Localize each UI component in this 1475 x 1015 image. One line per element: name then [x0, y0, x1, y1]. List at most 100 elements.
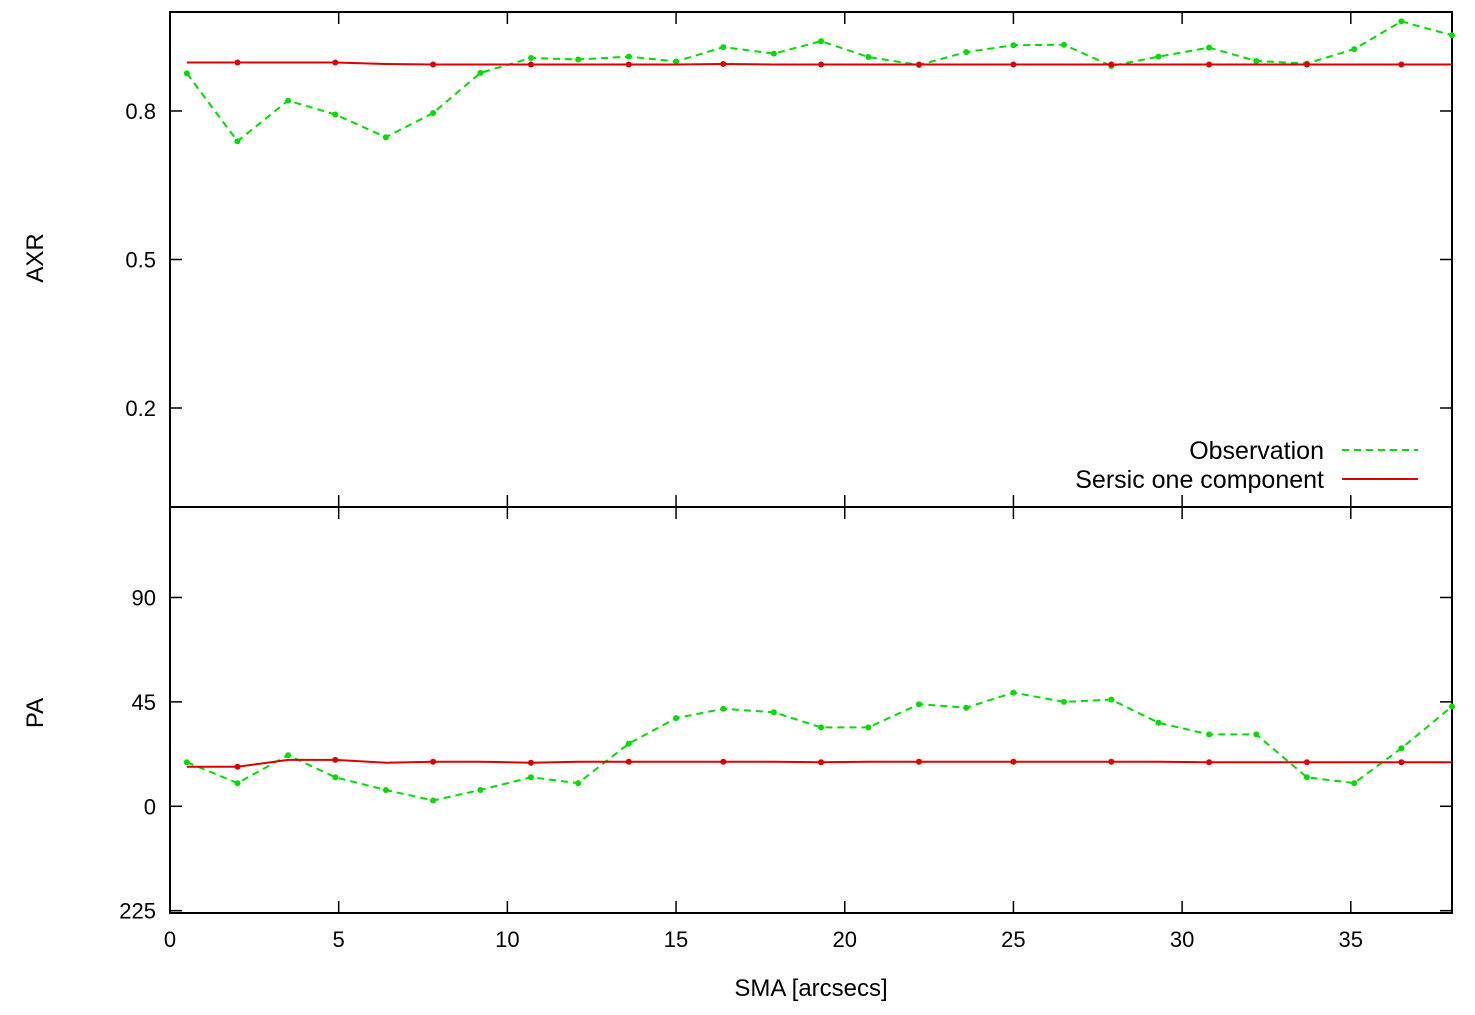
axr-observation-point — [285, 97, 292, 104]
pa-observation-point — [818, 724, 825, 731]
pa-observation-point — [865, 724, 872, 731]
axr-sersic-point — [916, 61, 922, 68]
pa-panel: 225 0 45 90 0 5 10 15 20 25 30 35 — [119, 506, 1455, 952]
pa-observation-point — [285, 752, 292, 759]
pa-observation-point — [1010, 689, 1017, 696]
pa-sersic-point — [528, 759, 534, 766]
axr-observation-point — [818, 38, 825, 45]
pa-observation-point — [720, 705, 727, 712]
pa-ytick-label: 45 — [132, 690, 156, 715]
pa-axis-title: PA — [22, 698, 49, 728]
x-tick-label: 30 — [1170, 927, 1194, 952]
pa-observation-point — [1303, 774, 1310, 781]
legend-label-observation: Observation — [1189, 437, 1324, 465]
pa-observation-point — [477, 787, 484, 793]
axr-observation-point — [528, 55, 534, 61]
axr-observation-point — [332, 111, 339, 118]
axr-sersic-point — [1398, 61, 1405, 68]
axr-observation-point — [1061, 41, 1067, 48]
pa-sersic-point — [916, 758, 922, 765]
pa-observation-point — [1108, 696, 1115, 703]
pa-sersic-point — [720, 758, 727, 765]
axr-ytick-label: 0.5 — [125, 248, 156, 273]
pa-observation-point — [234, 780, 241, 787]
legend-label-sersic: Sersic one component — [1075, 466, 1324, 494]
axr-sersic-point — [332, 59, 339, 66]
pa-ytick-label: 225 — [119, 899, 156, 924]
x-tick-label: 35 — [1339, 927, 1363, 952]
pa-observation-point — [770, 709, 777, 716]
pa-observation-point — [1061, 698, 1067, 705]
axr-observation-point — [477, 69, 484, 76]
pa-observation-point — [963, 704, 970, 711]
pa-sersic-point — [818, 759, 825, 766]
axr-sersic-point — [430, 61, 437, 68]
axr-observation-point — [575, 56, 582, 63]
axr-observation-point — [963, 49, 970, 56]
pa-observation-point — [332, 774, 339, 781]
pa-observation-point — [1351, 780, 1358, 787]
axr-observation-point — [183, 70, 190, 77]
axr-axis-title: AXR — [22, 233, 49, 282]
axr-sersic-point — [1303, 61, 1310, 68]
pa-observation-point — [183, 759, 190, 766]
x-tick-label: 0 — [164, 927, 176, 952]
pa-observation-point — [1253, 731, 1260, 738]
pa-observation-point — [430, 797, 437, 804]
axr-observation-point — [1155, 53, 1162, 60]
axr-ytick-label: 0.8 — [125, 99, 156, 124]
axr-sersic-point — [720, 61, 727, 67]
pa-observation-point — [1206, 731, 1213, 738]
axr-observation-point — [1398, 18, 1405, 25]
x-tick-label: 5 — [333, 927, 345, 952]
pa-observation-line — [186, 691, 1453, 802]
axr-observation-point — [1206, 44, 1213, 51]
x-tick-label: 25 — [1001, 927, 1025, 952]
pa-ytick-label: 90 — [132, 585, 156, 610]
axr-sersic-point — [528, 61, 534, 68]
pa-sersic-point — [332, 756, 339, 763]
axr-ytick-label: 0.2 — [125, 396, 156, 421]
x-tick-label: 20 — [832, 927, 856, 952]
pa-sersic-point — [234, 763, 241, 770]
axr-observation-point — [770, 50, 777, 57]
axr-observation-point — [1010, 42, 1017, 49]
axr-observation-point — [430, 110, 437, 116]
pa-observation-point — [1449, 703, 1455, 710]
pa-observation-point — [382, 787, 389, 793]
axr-observation-point — [234, 138, 241, 145]
pa-sersic-point — [1206, 759, 1213, 766]
axr-observation-point — [673, 58, 680, 65]
axr-observation-point — [1253, 58, 1260, 64]
axr-plot-frame — [169, 11, 1453, 508]
pa-sersic-point — [430, 758, 437, 765]
axr-sersic-point — [625, 61, 632, 68]
pa-sersic-point — [625, 758, 632, 765]
pa-observation-point — [673, 715, 680, 722]
axr-observation-point — [1351, 46, 1358, 53]
axr-observation-point — [1449, 32, 1455, 39]
pa-ytick-label: 0 — [144, 794, 156, 819]
axr-observation-point — [865, 54, 872, 60]
axr-sersic-point — [234, 59, 241, 66]
pa-observation-point — [625, 740, 632, 747]
x-axis-title: SMA [arcsecs] — [734, 975, 887, 1002]
pa-observation-point — [528, 774, 534, 781]
axr-sersic-point — [1010, 61, 1017, 68]
axr-sersic-point — [1206, 61, 1213, 68]
axr-observation-point — [720, 44, 727, 51]
pa-observation-point — [916, 701, 922, 708]
x-tick-label: 15 — [664, 927, 688, 952]
pa-observation-point — [1398, 745, 1405, 752]
axr-sersic-point — [818, 61, 825, 68]
pa-sersic-point — [1398, 759, 1405, 766]
pa-sersic-point — [1303, 759, 1310, 766]
pa-observation-point — [575, 780, 582, 787]
axr-observation-point — [625, 53, 632, 60]
pa-plot-frame — [169, 506, 1453, 914]
pa-observation-point — [1155, 719, 1162, 726]
axr-sersic-point — [1108, 61, 1115, 68]
pa-sersic-point — [1108, 758, 1115, 765]
